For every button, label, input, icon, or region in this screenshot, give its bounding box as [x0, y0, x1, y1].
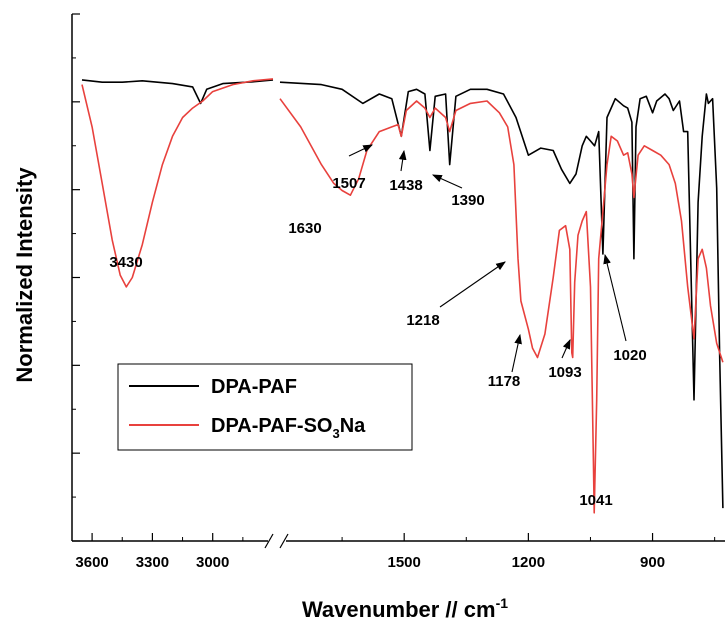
peak-arrow-1218 — [439, 261, 506, 308]
y-axis-title: Normalized Intensity — [12, 167, 37, 383]
series-line-dpa-paf-so3na-low — [279, 98, 724, 514]
x-axis-title: Wavenumber // cm-1 — [302, 595, 508, 622]
peak-label-1390: 1390 — [451, 192, 484, 209]
peak-arrow-1507 — [348, 144, 373, 157]
peak-label-1093: 1093 — [548, 364, 581, 381]
peak-label-1020: 1020 — [613, 347, 646, 364]
peak-arrow-1390 — [431, 174, 463, 189]
series-line-dpa-paf-so3na-high — [81, 78, 274, 288]
legend-label-so3na-suffix: Na — [340, 415, 366, 437]
peak-label-1507: 1507 — [332, 175, 365, 192]
peak-label-1178: 1178 — [488, 373, 521, 390]
axis-break-mark-right — [279, 533, 289, 549]
legend: DPA-PAF DPA-PAF-SO3Na — [117, 363, 413, 451]
x-tick-label: 900 — [640, 554, 665, 571]
x-tick-label: 1200 — [512, 554, 545, 571]
peak-arrow-1178 — [511, 333, 522, 373]
legend-label-so3na-main: DPA-PAF-SO — [211, 415, 332, 437]
annotation-layer: 3430 1630 1507 1438 1390 1218 1178 1093 1020 1041 — [109, 144, 647, 509]
peak-arrow-1438 — [398, 149, 407, 172]
x-tick-label: 3600 — [75, 554, 108, 571]
x-axis-title-main: Wavenumber // cm — [302, 597, 496, 622]
x-tick-label: 3000 — [196, 554, 229, 571]
axis-break-mark-left — [264, 533, 274, 549]
x-tick-layer: 3600 3300 3000 1500 1200 900 — [75, 533, 716, 571]
x-tick-label: 1500 — [387, 554, 420, 571]
legend-label-so3na-sub: 3 — [332, 426, 339, 441]
series-line-dpa-paf-high — [81, 79, 274, 105]
legend-box — [117, 363, 413, 451]
series-layer — [81, 78, 724, 514]
peak-arrow-1093 — [561, 338, 571, 359]
peak-label-3430: 3430 — [109, 254, 142, 271]
peak-label-1438: 1438 — [389, 177, 422, 194]
peak-label-1041: 1041 — [579, 492, 612, 509]
legend-label-dpa-paf-so3na: DPA-PAF-SO3Na — [211, 415, 366, 441]
peak-label-1218: 1218 — [406, 312, 439, 329]
axes-frame — [71, 13, 725, 549]
peak-label-1630: 1630 — [288, 220, 321, 237]
legend-label-dpa-paf: DPA-PAF — [211, 376, 297, 398]
x-tick-label: 3300 — [136, 554, 169, 571]
peak-arrow-1020 — [603, 253, 627, 342]
x-axis-title-superscript: -1 — [496, 595, 509, 611]
